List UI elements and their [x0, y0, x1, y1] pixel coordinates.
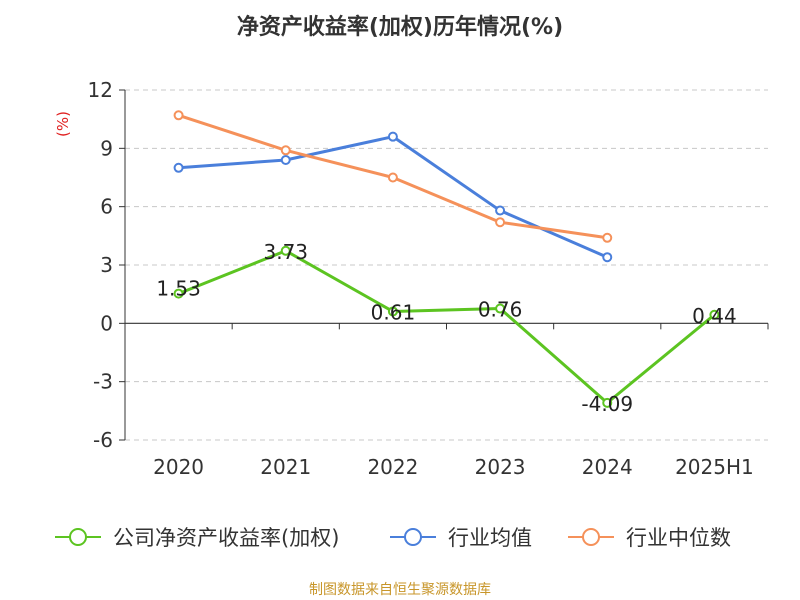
- data-point: [602, 252, 613, 263]
- legend-item: 行业均值: [390, 526, 532, 550]
- chart-title: 净资产收益率(加权)历年情况(%): [237, 14, 563, 40]
- y-tick-label: 9: [100, 136, 113, 160]
- data-point: [495, 303, 506, 314]
- data-point: [495, 205, 506, 216]
- x-tick-label: 2021: [260, 455, 311, 479]
- series-line: [178, 135, 608, 259]
- data-point: [280, 245, 291, 256]
- legend-item: 行业中位数: [568, 526, 731, 550]
- data-label: 3.73: [263, 240, 308, 264]
- data-point: [173, 288, 184, 299]
- x-tick-label: 2020: [153, 455, 204, 479]
- y-tick-label: 6: [100, 195, 113, 219]
- data-point: [387, 306, 398, 317]
- axes: -6 -3 0 3 6 9 12 2020 2021 2022 2023 2024 2025H1: [88, 78, 769, 479]
- source-note: 制图数据来自恒生聚源数据库: [309, 582, 491, 598]
- data-point: [173, 162, 184, 173]
- data-point: [173, 110, 184, 121]
- y-tick-label: -6: [93, 428, 113, 452]
- data-label: 0.44: [692, 304, 737, 328]
- data-point: [602, 397, 613, 408]
- data-points: [173, 110, 720, 408]
- data-point: [280, 155, 291, 165]
- y-tick-label: 3: [100, 253, 113, 277]
- y-tick-label: 0: [100, 311, 113, 335]
- grid-lines: [125, 89, 768, 441]
- data-point: [495, 217, 506, 228]
- data-point: [280, 145, 291, 156]
- x-tick-label: 2024: [582, 455, 633, 479]
- y-tick-label: 12: [88, 78, 113, 102]
- data-label: 0.76: [478, 298, 523, 322]
- y-tick-label: -3: [93, 370, 113, 394]
- data-point: [387, 131, 398, 142]
- data-label: -4.09: [581, 392, 633, 416]
- data-point: [387, 172, 398, 183]
- x-tick-label: 2025H1: [675, 455, 754, 479]
- y-axis-label: (%): [54, 111, 72, 137]
- legend-item: 公司净资产收益率(加权): [55, 526, 339, 550]
- data-point: [602, 232, 613, 243]
- legend-label: 行业均值: [448, 526, 532, 550]
- x-tick-label: 2022: [367, 455, 418, 479]
- data-point: [709, 309, 720, 320]
- legend-marker: [582, 528, 600, 546]
- data-label: 1.53: [156, 277, 201, 301]
- legend-label: 公司净资产收益率(加权): [113, 526, 339, 550]
- x-tick-label: 2023: [475, 455, 526, 479]
- series-line: [178, 249, 716, 405]
- legend: 公司净资产收益率(加权) 行业均值 行业中位数: [55, 526, 731, 550]
- data-label: 0.61: [371, 300, 416, 324]
- legend-label: 行业中位数: [626, 526, 731, 550]
- legend-marker: [404, 528, 422, 546]
- legend-marker: [69, 528, 87, 546]
- data-labels: 1.53 3.73 0.61 0.76 -4.09 0.44: [156, 240, 736, 416]
- series-lines: [178, 113, 716, 405]
